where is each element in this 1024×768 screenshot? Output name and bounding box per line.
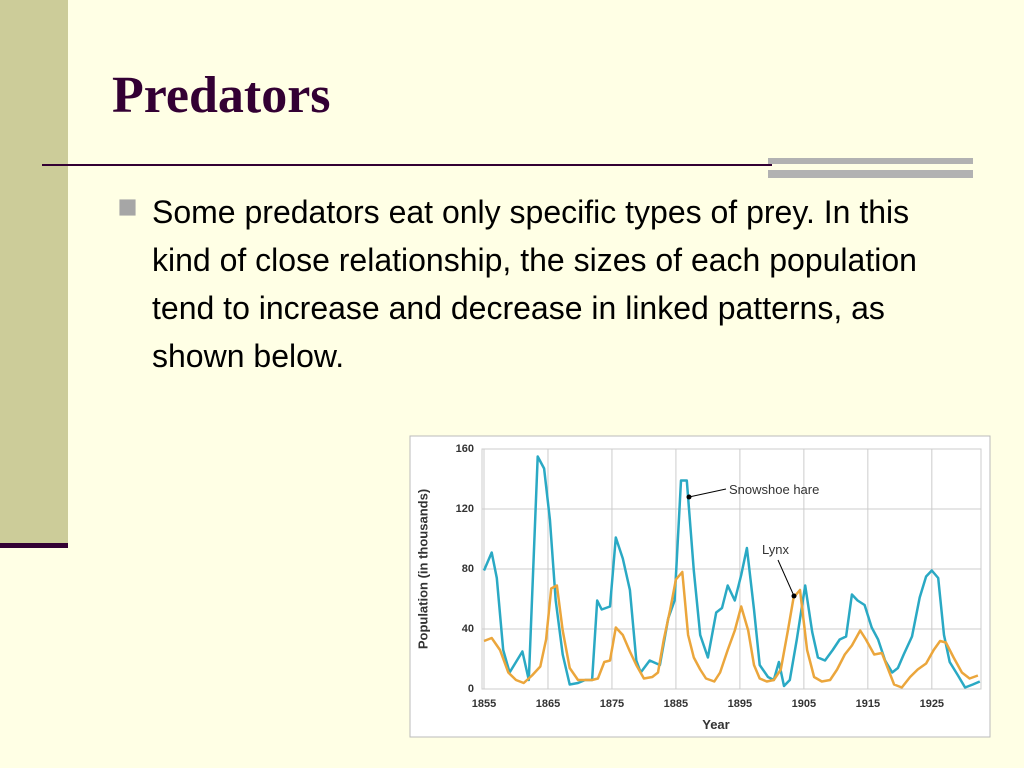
series-line [483, 570, 979, 689]
x-tick-label: 1865 [536, 698, 560, 710]
series-line [482, 455, 981, 689]
annotation: Snowshoe hare [729, 482, 819, 497]
y-axis-label: Population (in thousands) [415, 489, 430, 649]
y-tick-label: 120 [456, 503, 474, 515]
annotation: Lynx [762, 542, 789, 557]
y-tick-label: 160 [456, 443, 474, 455]
sidebar-accent [0, 543, 68, 548]
y-tick-label: 40 [462, 623, 474, 635]
slide-title: Predators [112, 67, 331, 124]
annotation-pointer [688, 488, 727, 498]
x-tick-label: 1855 [472, 698, 496, 710]
x-tick-label: 1915 [856, 698, 880, 710]
accent-bar [768, 170, 973, 178]
plot [482, 455, 981, 689]
x-axis-label: Year [702, 717, 729, 732]
annotation-pointer [777, 559, 795, 597]
grid [481, 448, 982, 690]
sidebar [0, 0, 68, 545]
annotation-dot [791, 593, 797, 599]
bullet-marker [119, 199, 136, 216]
x-tick-label: 1895 [728, 698, 752, 710]
chart-frame [409, 435, 991, 738]
y-tick-label: 0 [468, 683, 474, 695]
annotation-dot [686, 494, 692, 500]
y-tick-label: 80 [462, 563, 474, 575]
x-tick-label: 1925 [920, 698, 944, 710]
x-tick-label: 1875 [600, 698, 624, 710]
x-tick-label: 1905 [792, 698, 816, 710]
x-tick-label: 1885 [664, 698, 688, 710]
accent-bar [768, 158, 973, 164]
title-rule [42, 164, 772, 166]
bullet-text: Some predators eat only specific types o… [152, 194, 917, 374]
